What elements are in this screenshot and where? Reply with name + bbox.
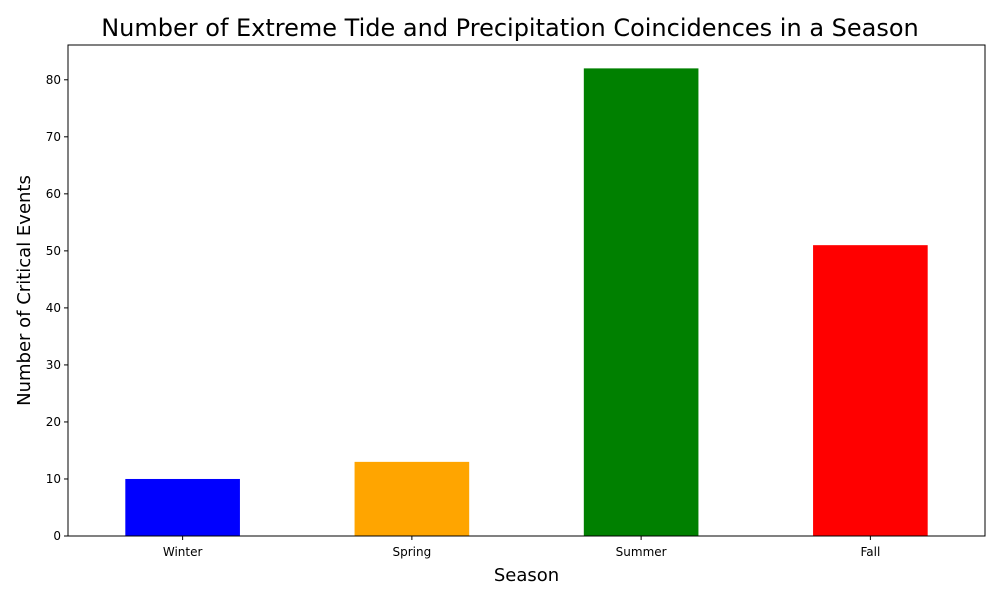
bar-summer bbox=[583, 68, 699, 536]
y-tick-label: 60 bbox=[46, 187, 61, 201]
bar-winter bbox=[125, 478, 240, 536]
x-axis-title: Season bbox=[494, 565, 559, 586]
y-tick-label: 20 bbox=[46, 415, 61, 429]
y-tick-label: 30 bbox=[46, 358, 61, 372]
plot-frame bbox=[67, 44, 986, 537]
chart-title: Number of Extreme Tide and Precipitation… bbox=[101, 14, 919, 42]
x-tick-label: Spring bbox=[393, 545, 432, 559]
bars-layer bbox=[125, 68, 928, 536]
bar-spring bbox=[354, 461, 470, 536]
y-tick-label: 0 bbox=[53, 529, 61, 543]
y-tick-label: 80 bbox=[46, 73, 61, 87]
x-axis: Winter Spring Summer Fall bbox=[163, 536, 880, 559]
x-tick-label: Winter bbox=[163, 545, 203, 559]
bar-fall bbox=[813, 245, 928, 536]
y-axis-title: Number of Critical Events bbox=[14, 175, 35, 406]
y-tick-label: 50 bbox=[46, 244, 61, 258]
y-axis: 0 10 20 30 40 50 60 70 80 bbox=[46, 73, 68, 543]
y-tick-label: 70 bbox=[46, 130, 61, 144]
x-tick-label: Fall bbox=[860, 545, 880, 559]
x-tick-label: Summer bbox=[616, 545, 667, 559]
y-tick-label: 40 bbox=[46, 301, 61, 315]
y-tick-label: 10 bbox=[46, 472, 61, 486]
